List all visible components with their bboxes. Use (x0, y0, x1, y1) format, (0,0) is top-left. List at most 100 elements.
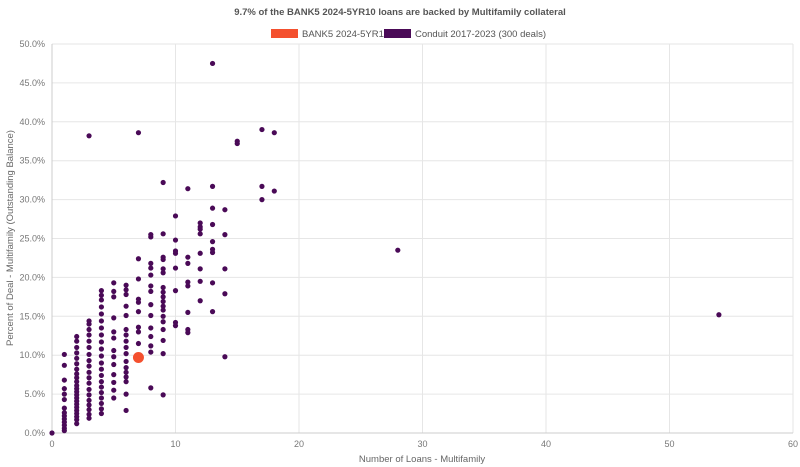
data-point-conduit (172, 248, 179, 254)
data-point-conduit (209, 309, 216, 315)
data-point-conduit (123, 407, 129, 414)
data-point-conduit (123, 379, 129, 385)
data-point-conduit (123, 374, 129, 380)
data-point-conduit (123, 332, 129, 338)
data-point-conduit (395, 247, 401, 253)
data-point-conduit (123, 344, 129, 351)
data-point-conduit (98, 346, 104, 352)
y-tick-label: 50.0% (19, 39, 45, 49)
data-point-conduit (160, 303, 166, 309)
data-point-conduit (160, 313, 166, 319)
data-point-conduit (111, 288, 117, 295)
data-point-conduit (98, 395, 104, 401)
data-point-conduit (86, 411, 92, 417)
data-point-conduit (185, 279, 191, 285)
data-point-conduit (123, 282, 129, 288)
series-bank5 (132, 352, 144, 364)
data-point-conduit (74, 361, 80, 367)
data-point-conduit (197, 231, 203, 237)
data-point-conduit (86, 380, 92, 386)
data-point-conduit (259, 183, 265, 189)
data-point-conduit (86, 363, 92, 369)
y-tick-label: 20.0% (19, 272, 45, 282)
data-point-conduit (61, 386, 67, 392)
data-point-conduit (111, 354, 117, 360)
data-point-conduit (148, 312, 154, 319)
data-point-conduit (222, 291, 228, 297)
data-point-conduit (111, 395, 117, 401)
data-point-conduit (86, 326, 92, 333)
data-point-conduit (135, 309, 142, 315)
data-point-conduit (172, 288, 179, 294)
data-point-conduit (160, 294, 166, 300)
data-point-conduit (123, 312, 129, 319)
data-point-conduit (111, 372, 117, 378)
x-tick-label: 50 (664, 439, 674, 449)
y-tick-label: 15.0% (19, 311, 45, 321)
data-point-conduit (148, 325, 154, 331)
data-point-conduit (74, 371, 80, 377)
data-point-conduit (160, 270, 166, 276)
data-point-conduit (148, 265, 154, 271)
data-point-conduit (86, 351, 92, 358)
data-point-conduit (148, 302, 154, 308)
data-point-conduit (86, 358, 92, 364)
data-point-conduit (222, 232, 228, 238)
data-point-conduit (98, 406, 104, 412)
data-point-conduit (86, 133, 92, 139)
data-point-conduit (234, 138, 240, 144)
data-point-conduit (148, 333, 154, 340)
data-point-conduit (86, 369, 92, 375)
data-point-conduit (111, 379, 117, 386)
data-point-conduit (86, 338, 92, 344)
data-point-conduit (160, 326, 166, 333)
data-point-conduit (209, 60, 216, 67)
data-point-conduit (123, 291, 129, 298)
data-point-conduit (123, 303, 129, 309)
data-point-conduit (135, 276, 142, 282)
data-point-conduit (61, 391, 67, 397)
data-point-conduit (185, 186, 191, 192)
data-point-conduit (111, 294, 117, 300)
y-tick-label: 0.0% (24, 428, 45, 438)
data-point-conduit (160, 254, 166, 260)
y-tick-label: 5.0% (24, 389, 45, 399)
data-point-conduit (148, 283, 154, 289)
data-point-conduit (209, 205, 216, 211)
data-point-conduit (98, 288, 104, 294)
y-axis-ticks: 0.0% 5.0% 10.0% 15.0% 20.0% 25.0% 30.0% 35.0% 40… (19, 39, 45, 438)
data-point-conduit (135, 324, 142, 330)
data-point-conduit (135, 256, 142, 262)
data-point-conduit (172, 237, 179, 243)
legend-swatch-conduit (384, 29, 411, 38)
data-point-conduit (185, 326, 191, 333)
legend: BANK5 2024-5YR10 Conduit 2017-2023 (300 … (271, 29, 546, 40)
data-point-conduit (98, 311, 104, 317)
data-point-conduit (135, 340, 142, 347)
gridlines (52, 43, 794, 433)
data-point-conduit (98, 400, 104, 407)
data-point-conduit (98, 318, 104, 324)
data-point-conduit (98, 325, 104, 331)
data-point-conduit (111, 361, 117, 368)
data-point-conduit (148, 260, 154, 266)
axes (51, 44, 793, 434)
data-point-conduit (61, 410, 67, 416)
data-point-conduit (172, 265, 179, 271)
data-point-conduit (160, 298, 166, 305)
data-point-conduit (111, 329, 117, 335)
data-point-conduit (98, 353, 104, 359)
data-point-conduit (148, 343, 154, 349)
data-point-conduit (123, 358, 129, 365)
x-axis-label: Number of Loans - Multifamily (359, 454, 485, 465)
data-point-conduit (123, 326, 129, 333)
data-point-conduit (209, 246, 216, 252)
data-point-conduit (209, 239, 216, 245)
data-point-conduit (209, 221, 216, 228)
data-point-conduit (172, 319, 179, 326)
data-point-conduit (86, 392, 92, 398)
data-point-conduit (160, 266, 166, 272)
data-point-conduit (98, 389, 104, 396)
data-point-conduit (61, 405, 67, 411)
data-point-conduit (98, 339, 104, 345)
